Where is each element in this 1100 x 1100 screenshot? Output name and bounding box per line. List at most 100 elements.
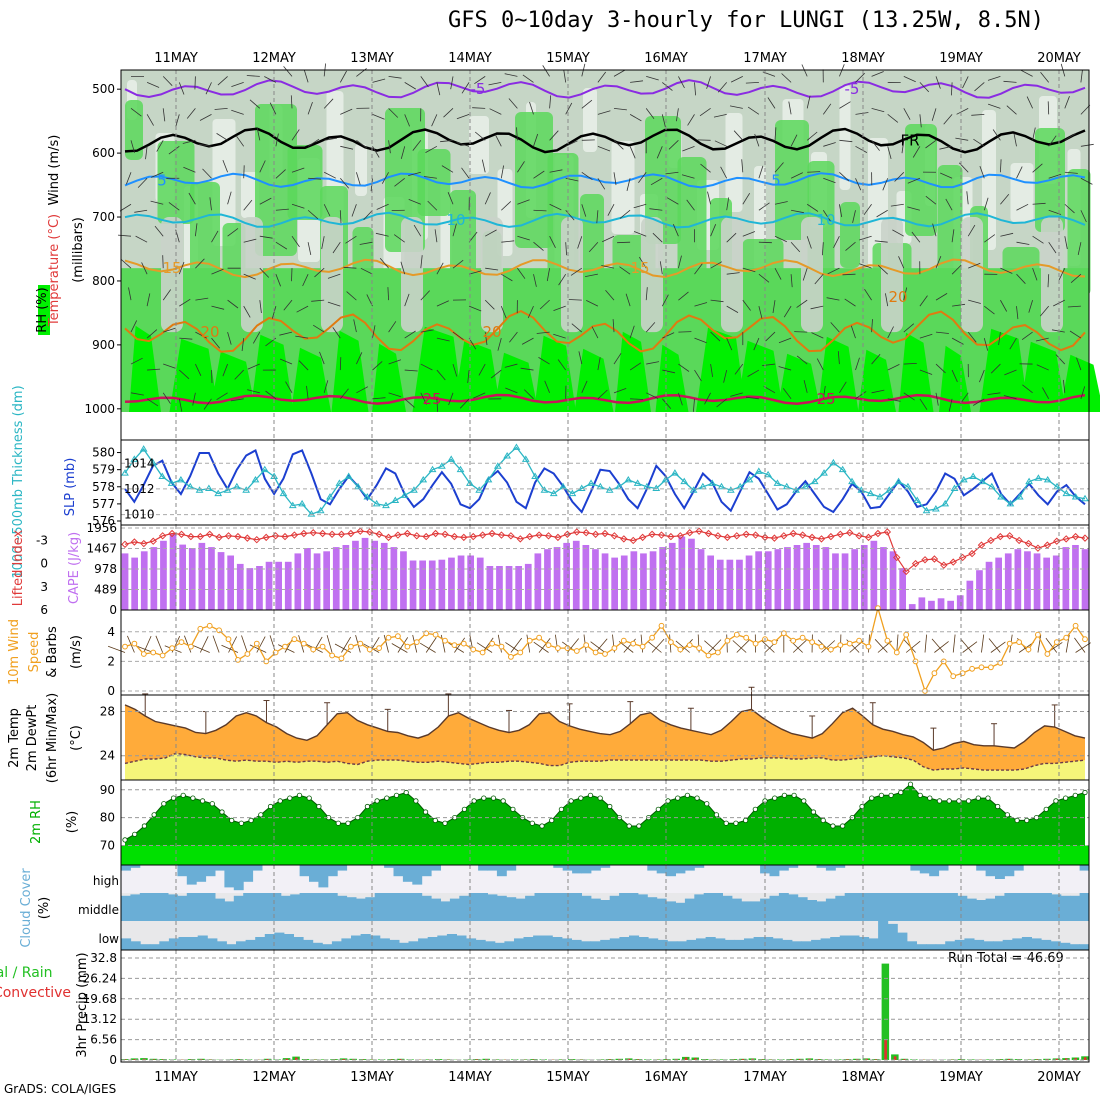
cape-bar [601,553,609,610]
thickness-point [177,475,185,483]
wind10-point [1044,651,1051,657]
rh-moist-patch-22 [840,202,860,268]
upper-wind-barb [203,398,212,410]
wind10-point [733,631,740,638]
panel-gridlines [117,70,1089,1062]
cloud-low-bar [485,941,496,950]
wind10-point [140,651,147,657]
rh2m-point [568,798,574,804]
thickness-point [326,493,334,500]
cape-bar [803,542,810,610]
wind10-point [828,646,834,653]
precip-convective-bar [1036,1059,1039,1060]
upper-rh-label: RH (%) [35,287,50,332]
cape-bar [956,595,964,610]
upper-wind-barb [733,130,744,141]
wind10-point [705,652,712,659]
upper-wind-barb [205,82,212,95]
wind10-barb [896,634,899,653]
lifted-index-point [300,529,308,538]
cape-bar [121,553,129,610]
lifted-index-point [883,528,892,536]
cape-tick-3: 489 [94,583,117,597]
upper-wind-barb [855,391,867,400]
upper-wind-barb [629,114,642,122]
wind10-point [150,649,157,656]
rh2m-point [772,795,778,801]
upper-wind-barb [234,369,244,380]
thickness-point [829,458,838,466]
rh2m-point [510,806,516,812]
wind10-label-b: Speed [27,632,42,673]
cape-bar [179,544,186,610]
upper-wind-barb [935,76,941,89]
cloud-level-high: high [93,874,119,888]
cloud-units-label: (%) [37,897,52,920]
upper-wind-barb [302,273,309,287]
upper-wind-barb [806,236,812,249]
upper-wind-barb [420,392,427,405]
lifted-index-point [516,535,525,543]
cape-bar [620,555,628,610]
rh2m-point [965,798,972,804]
upper-wind-barb [742,267,756,273]
cloud-low-bar [552,937,563,951]
upper-wind-barb [243,199,253,211]
cloud-middle-bar [374,893,385,921]
wind10-point [329,652,336,659]
lifted-index-point [695,527,703,535]
cloud-middle-bar [346,897,357,921]
cloud-middle-bar [177,895,188,921]
thickness-point [205,484,213,491]
upper-wind-barb [720,166,728,179]
cloud-low-bar [542,935,553,950]
cape-tick-4: 0 [109,603,117,617]
upper-wind-barb [497,337,502,351]
upper-wind-barb [393,234,405,243]
upper-wind-barb [1080,177,1093,185]
upper-wind-barb [312,324,325,333]
upper-wind-barb [710,299,724,303]
upper-wind-barb [522,74,534,83]
isotherm-freezing [124,127,1086,154]
lifted-index-point [365,528,374,536]
upper-wind-barb [353,319,357,333]
cloud-middle-bar [684,898,695,921]
wind10-point [395,633,401,640]
upper-wind-barb [565,209,575,221]
thickness-point [764,470,772,478]
cloud-low-bar [839,935,850,950]
cloud-level-low: low [99,932,120,946]
upper-wind-barb [536,331,550,334]
precip-convective-bar [475,1059,479,1060]
upper-wind-barb [209,197,212,211]
upper-wind-barb [966,191,969,205]
precip-convective-bar [694,1058,697,1060]
lifted-index-point [582,529,590,537]
wind10-barb [249,644,267,653]
upper-wind-barb [195,297,209,301]
thickness-point [605,486,614,493]
date-top-9: 20MAY [1037,51,1081,66]
rh-saturated-patch-15 [736,340,784,412]
wind10-point [630,640,637,647]
lifted-index-point [544,532,553,540]
upper-wind-barb [638,256,647,269]
rh-saturated-patch-6 [372,343,406,412]
lifted-index-point [563,530,572,538]
upper-wind-barb [517,161,525,173]
upper-wind-barb [1016,203,1029,211]
wind10-point [253,640,260,647]
upper-wind-barb [467,370,470,384]
cloud-middle-bar [515,898,526,921]
thickness-point [633,479,642,486]
upper-wind-barb [826,297,840,301]
cape-bar [889,551,897,610]
lifted-index-point [949,558,957,566]
cloud-low-bar [504,941,515,950]
cloud-low-bar [648,938,659,950]
upper-wind-barb [903,108,911,120]
rh2m-point [481,795,487,801]
lifted-index-point [375,530,383,538]
upper-wind-barb [1048,173,1062,179]
